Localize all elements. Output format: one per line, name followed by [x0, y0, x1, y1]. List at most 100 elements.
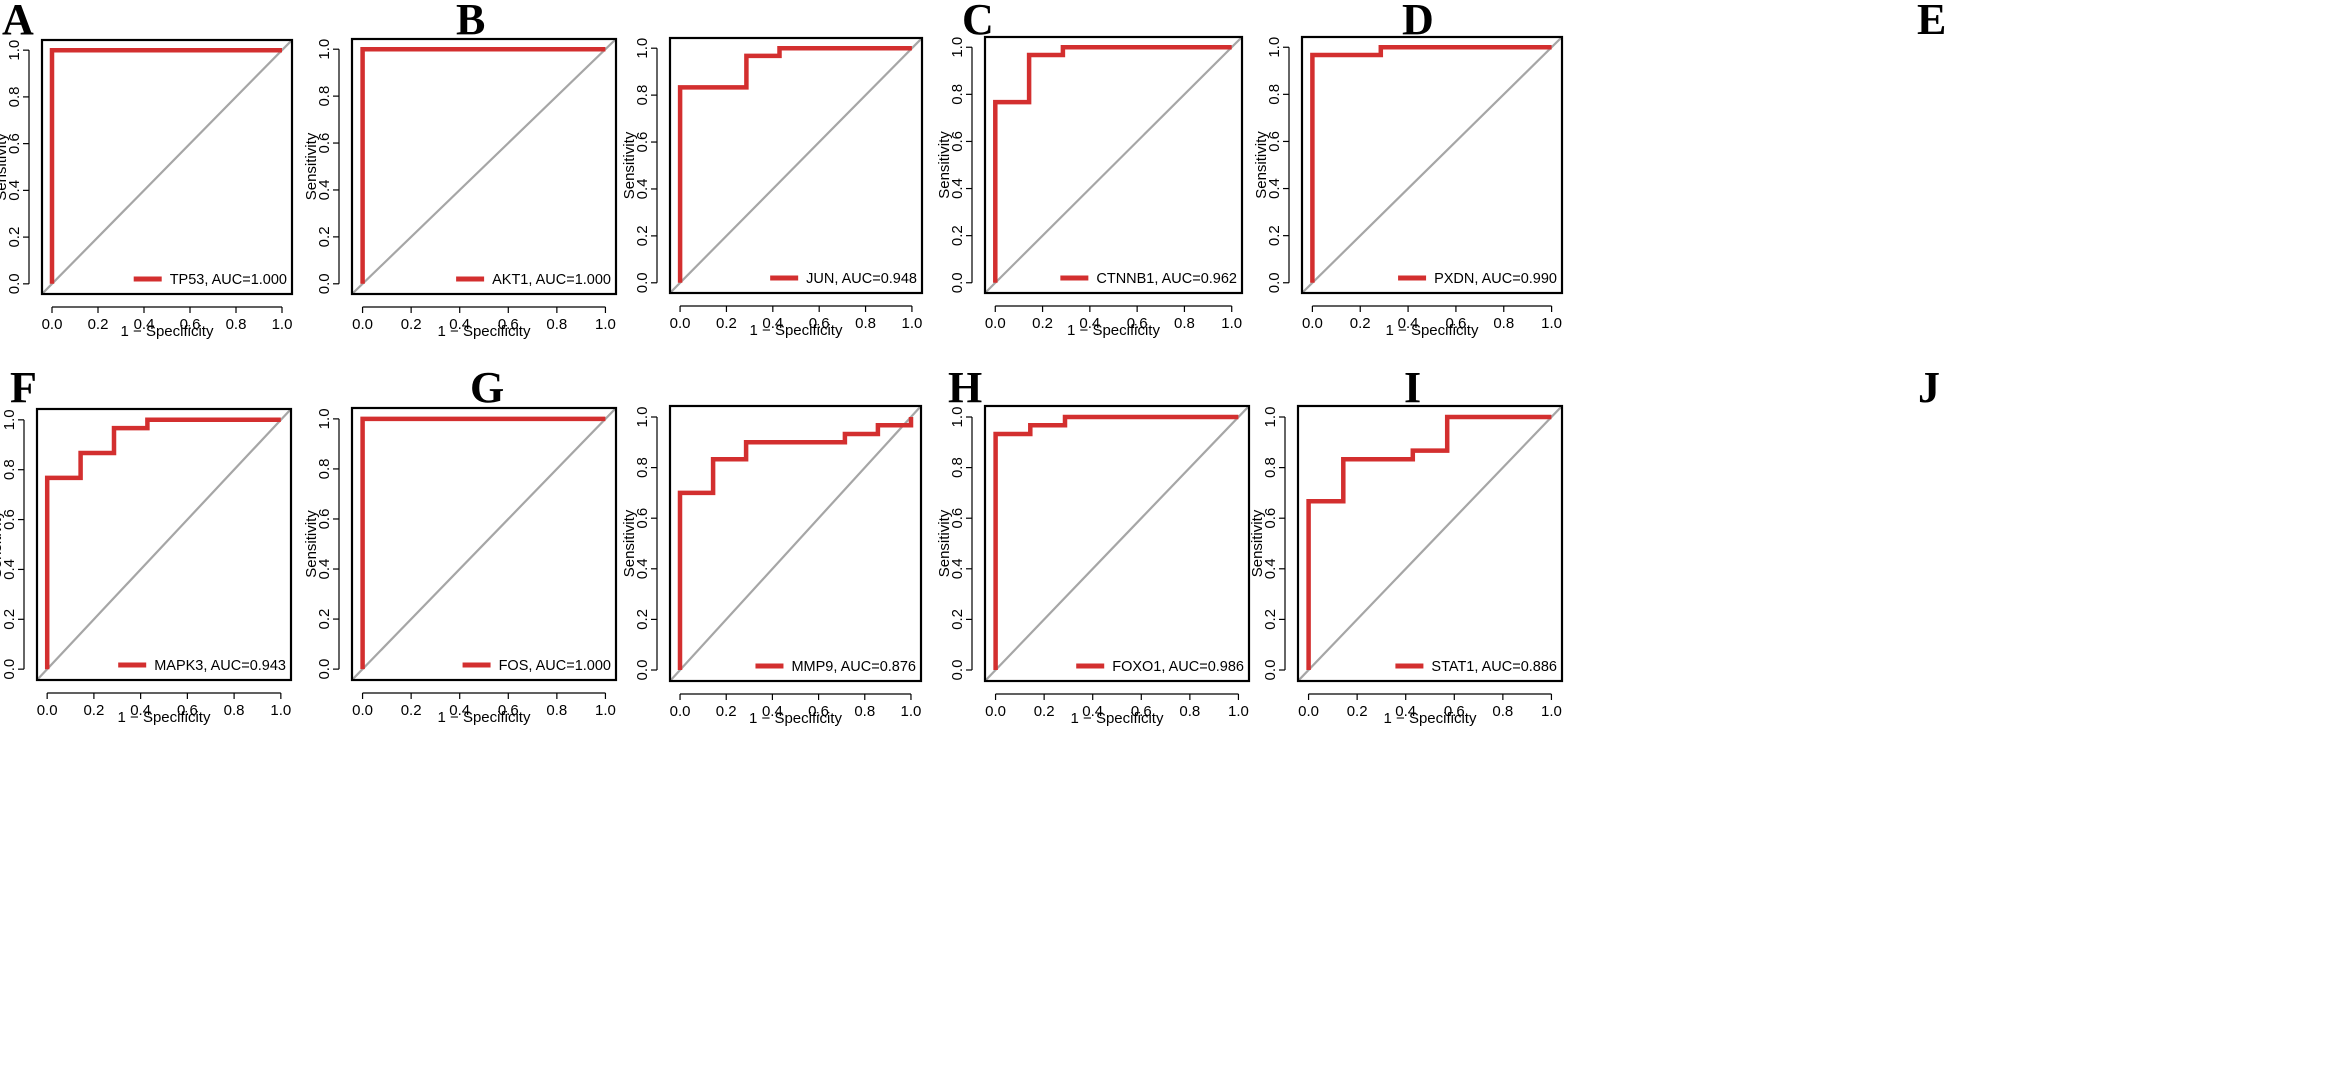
y-tick-label: 0.4	[316, 559, 333, 580]
panel-letter: A	[2, 0, 34, 44]
y-axis-label: Sensitivity	[0, 510, 5, 578]
x-axis-label: 1 − Specificity	[1071, 710, 1164, 727]
roc-curve	[44, 417, 281, 670]
y-tick-label: 0.2	[1262, 609, 1279, 630]
x-tick-label: 0.6	[177, 702, 198, 719]
y-tick-label: 0.2	[634, 225, 651, 246]
x-tick-label: 0.2	[401, 702, 422, 719]
x-tick-label: 0.6	[498, 316, 519, 333]
plot-frame	[668, 404, 923, 683]
y-tick-label: 0.6	[949, 131, 966, 152]
x-tick-label: 0.0	[42, 316, 63, 333]
plot-frame	[983, 35, 1244, 295]
legend-label: FOS, AUC=1.000	[499, 658, 611, 674]
y-tick-label: 0.0	[316, 273, 333, 294]
x-tick-label: 0.8	[1174, 315, 1195, 332]
diagonal-line	[1298, 406, 1562, 681]
x-tick-label: 1.0	[272, 316, 293, 333]
y-axis-label: Sensitivity	[936, 509, 953, 577]
diagonal-line	[985, 37, 1242, 293]
roc-curve	[360, 46, 606, 284]
x-tick-label: 0.4	[762, 703, 783, 720]
x-tick-label: 0.4	[1079, 315, 1100, 332]
y-tick-label: 0.4	[634, 558, 651, 579]
x-tick-label: 0.8	[1492, 703, 1513, 720]
diagonal-line	[42, 40, 292, 294]
plot-frame	[40, 38, 294, 296]
panel-d: D0.0 0.2 0.4 0.6 0.8 1.01 − Specificity0.00.2…	[936, 0, 1434, 339]
y-tick-label: 0.2	[949, 225, 966, 246]
x-axis-label: 1 − Specificity	[121, 323, 214, 340]
y-tick-label: 0.2	[316, 226, 333, 247]
panel-i: I 0.0 0.2 0.4 0.6 0.8 1.0 1 − Specificity 0.0 0.2…	[936, 363, 1421, 727]
x-tick-label: 1.0	[270, 702, 291, 719]
legend-label: STAT1, AUC=0.886	[1431, 659, 1557, 675]
x-tick-label: 1.0	[1541, 703, 1562, 720]
y-tick-label: 0.8	[949, 457, 966, 478]
diagonal-line	[37, 409, 291, 680]
panel-c: C0.0 0.2 0.4 0.6 0.8 1.01 − Specificity0.00.2…	[621, 0, 994, 339]
legend-label: MAPK3, AUC=0.943	[154, 658, 286, 674]
y-tick-label: 0.2	[6, 227, 23, 248]
y-tick-label: 0.4	[1266, 178, 1283, 199]
y-axis-label: Sensitivity	[621, 509, 638, 577]
x-tick-label: 0.8	[1179, 703, 1200, 720]
y-tick-label: 0.0	[1, 659, 18, 680]
y-tick-label: 0.0	[316, 659, 333, 680]
y-tick-label: 1.0	[949, 407, 966, 428]
panel-letter: H	[948, 363, 982, 412]
y-axis-label: Sensitivity	[0, 133, 10, 201]
x-tick-label: 0.8	[224, 702, 245, 719]
y-tick-label: 0.4	[949, 558, 966, 579]
roc-curve	[993, 414, 1239, 670]
y-tick-label: 0.0	[1266, 272, 1283, 293]
x-tick-label: 0.2	[1350, 315, 1371, 332]
panel-h: H 0.0 0.2 0.4 0.6 0.8 1.0 1 − Specificity 0.0 0.2…	[621, 363, 982, 727]
x-tick-label: 1.0	[1541, 315, 1562, 332]
panel-f: F 0.0 0.2 0.4 0.6 0.8 1.0 1 − Specificity 0.0 0.2…	[0, 363, 293, 726]
x-tick-label: 0.0	[37, 702, 58, 719]
y-tick-label: 0.2	[949, 609, 966, 630]
x-tick-label: 0.6	[180, 316, 201, 333]
y-tick-label: 0.0	[1262, 660, 1279, 681]
y-tick-label: 0.6	[316, 509, 333, 530]
y-tick-label: 1.0	[1266, 37, 1283, 58]
x-tick-label: 0.2	[1347, 703, 1368, 720]
y-tick-label: 0.0	[949, 272, 966, 293]
y-tick-label: 0.2	[1, 609, 18, 630]
diagonal-line	[670, 38, 922, 293]
y-tick-label: 0.6	[1262, 508, 1279, 529]
x-tick-label: 1.0	[595, 316, 616, 333]
x-tick-label: 0.8	[854, 703, 875, 720]
x-tick-label: 0.2	[88, 316, 109, 333]
roc-curve	[360, 416, 606, 670]
x-tick-label: 0.2	[1032, 315, 1053, 332]
x-tick-label: 0.0	[352, 316, 373, 333]
x-tick-label: 0.2	[1034, 703, 1055, 720]
y-tick-label: 0.4	[316, 180, 333, 201]
panel-b: B 0.0 0.2 0.4 0.6 0.8 1.0 1 − Specificity 0.0 0.2…	[303, 0, 618, 340]
y-tick-label: 1.0	[316, 39, 333, 60]
legend-label: PXDN, AUC=0.990	[1434, 271, 1557, 287]
x-axis-label: 1 − Specificity	[438, 323, 531, 340]
plot-frame	[668, 36, 924, 295]
x-axis-label: 1 − Specificity	[749, 710, 842, 727]
x-tick-label: 0.8	[1493, 315, 1514, 332]
legend-label: JUN, AUC=0.948	[806, 271, 917, 287]
x-tick-label: 0.8	[546, 316, 567, 333]
x-axis-label: 1 − Specificity	[438, 709, 531, 726]
y-tick-label: 0.8	[1, 459, 18, 480]
y-tick-label: 0.8	[1266, 84, 1283, 105]
y-axis-label: Sensitivity	[303, 132, 320, 200]
x-tick-label: 0.4	[1082, 703, 1103, 720]
y-tick-label: 0.8	[6, 86, 23, 107]
y-tick-label: 0.8	[316, 458, 333, 479]
y-axis-label: Sensitivity	[1253, 131, 1270, 199]
y-tick-label: 1.0	[634, 407, 651, 428]
y-tick-label: 0.8	[634, 457, 651, 478]
y-tick-label: 0.0	[6, 273, 23, 294]
y-tick-label: 0.6	[949, 508, 966, 529]
x-tick-label: 1.0	[1221, 315, 1242, 332]
y-tick-label: 1.0	[634, 38, 651, 59]
